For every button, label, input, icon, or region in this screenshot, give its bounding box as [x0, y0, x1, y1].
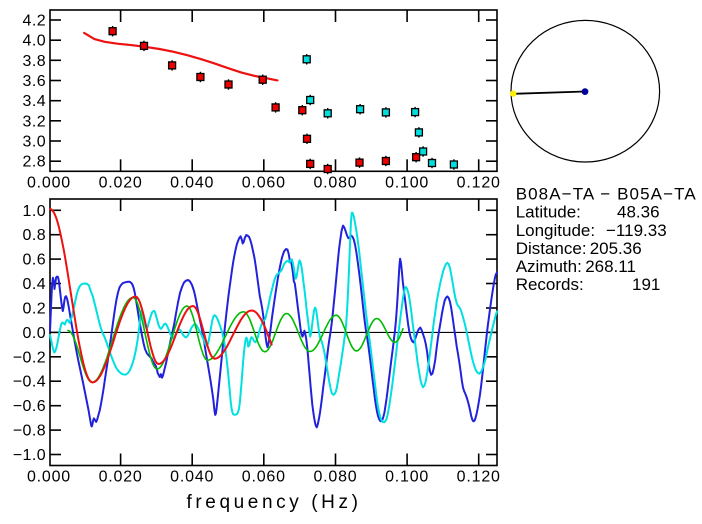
- svg-text:48.36: 48.36: [617, 203, 660, 222]
- svg-text:0.020: 0.020: [99, 469, 143, 486]
- svg-text:0.060: 0.060: [242, 469, 286, 486]
- svg-text:3.6: 3.6: [23, 73, 46, 90]
- svg-text:1.0: 1.0: [23, 203, 46, 220]
- svg-text:−0.4: −0.4: [13, 374, 46, 391]
- svg-text:Longitude:: Longitude:: [516, 221, 595, 240]
- svg-text:0.000: 0.000: [27, 469, 71, 486]
- svg-text:0.6: 0.6: [23, 252, 46, 269]
- svg-text:0.8: 0.8: [23, 227, 46, 244]
- svg-text:0.020: 0.020: [99, 175, 143, 192]
- svg-text:0.080: 0.080: [313, 469, 357, 486]
- svg-text:−0.6: −0.6: [13, 398, 46, 415]
- svg-text:−0.2: −0.2: [13, 349, 46, 366]
- svg-text:0.100: 0.100: [385, 175, 429, 192]
- svg-text:B08A−TA − B05A−TA: B08A−TA − B05A−TA: [516, 185, 697, 204]
- svg-text:0.100: 0.100: [385, 469, 429, 486]
- svg-text:0.0: 0.0: [23, 325, 46, 342]
- svg-text:0.120: 0.120: [457, 175, 501, 192]
- svg-text:0.040: 0.040: [170, 469, 214, 486]
- svg-text:−1.0: −1.0: [13, 447, 46, 464]
- svg-text:4.2: 4.2: [23, 13, 46, 30]
- svg-text:205.36: 205.36: [590, 239, 642, 258]
- svg-text:−0.8: −0.8: [13, 423, 46, 440]
- svg-text:0.080: 0.080: [313, 175, 357, 192]
- svg-text:2.8: 2.8: [23, 154, 46, 171]
- svg-text:0.4: 0.4: [23, 276, 46, 293]
- svg-text:0.120: 0.120: [457, 469, 501, 486]
- svg-text:Records:: Records:: [516, 275, 584, 294]
- svg-text:3.0: 3.0: [23, 134, 46, 151]
- svg-text:3.4: 3.4: [23, 93, 46, 110]
- svg-text:268.11: 268.11: [585, 257, 636, 276]
- svg-text:Azimuth:: Azimuth:: [516, 257, 582, 276]
- svg-text:Latitude:: Latitude:: [516, 203, 581, 222]
- svg-text:3.8: 3.8: [23, 53, 46, 70]
- svg-text:0.040: 0.040: [170, 175, 214, 192]
- svg-text:3.2: 3.2: [23, 113, 46, 130]
- svg-text:4.0: 4.0: [23, 33, 46, 50]
- svg-text:frequency (Hz): frequency (Hz): [187, 492, 362, 513]
- svg-text:0.000: 0.000: [27, 175, 71, 192]
- svg-text:−119.33: −119.33: [606, 221, 667, 240]
- svg-text:0.2: 0.2: [23, 301, 46, 318]
- svg-text:0.060: 0.060: [242, 175, 286, 192]
- svg-text:Distance:: Distance:: [516, 239, 587, 258]
- svg-text:191: 191: [632, 275, 660, 294]
